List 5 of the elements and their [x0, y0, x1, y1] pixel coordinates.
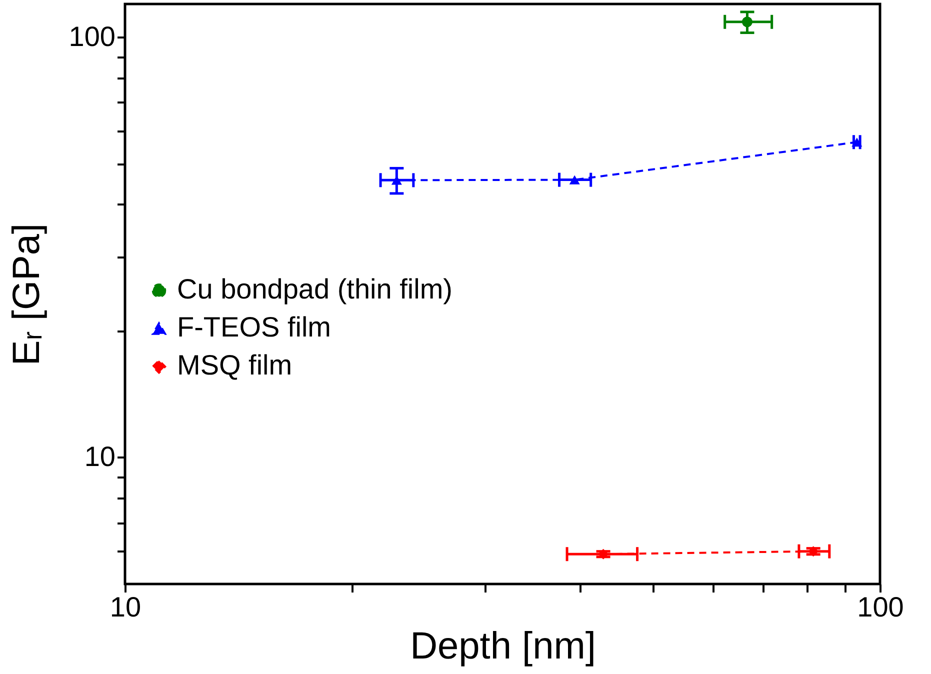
legend-label: MSQ film [177, 350, 292, 381]
legend-label: F-TEOS film [177, 312, 331, 343]
legend-label: Cu bondpad (thin film) [177, 274, 452, 305]
y-axis-title: Eᵣ [GPa] [6, 223, 48, 366]
x-axis-title: Depth [nm] [410, 626, 596, 668]
